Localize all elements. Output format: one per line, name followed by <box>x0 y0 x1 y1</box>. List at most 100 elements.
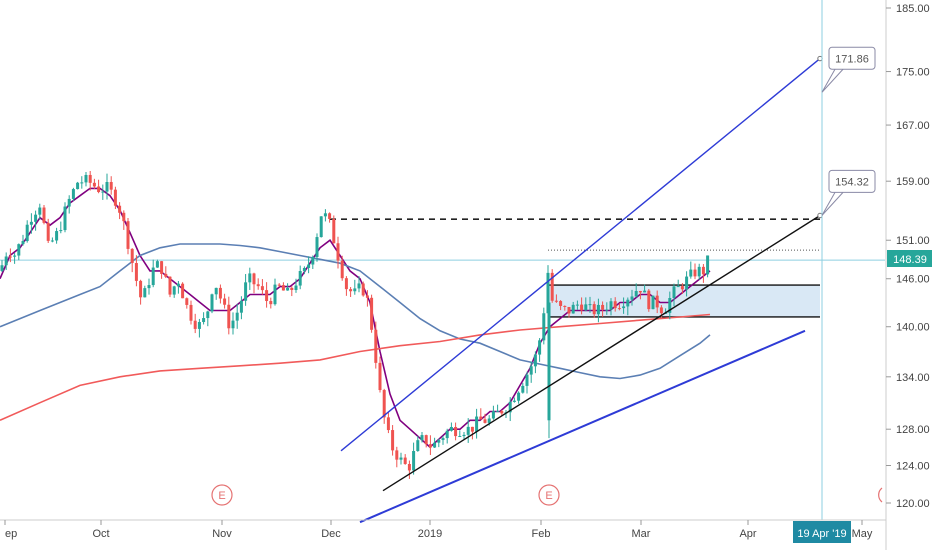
candle-body <box>693 269 697 277</box>
candle-body <box>273 284 277 305</box>
candle-body <box>475 416 479 432</box>
candle-body <box>294 285 298 291</box>
candle-body <box>462 434 466 437</box>
callout-box[interactable] <box>828 46 876 70</box>
candle-body <box>445 430 449 439</box>
candle-body <box>155 261 159 268</box>
callout-pointer <box>821 192 844 216</box>
candle-body <box>252 273 256 285</box>
moving-average-line <box>0 243 711 380</box>
candle-body <box>109 181 113 190</box>
candle-body <box>563 305 567 307</box>
time-tick-label: Apr <box>739 528 756 540</box>
candle-body <box>281 285 285 291</box>
candles <box>0 170 710 479</box>
callout-label: 154.32 <box>835 176 869 188</box>
candle-body <box>521 385 525 393</box>
candle-body <box>584 304 588 311</box>
candle-body <box>311 256 315 265</box>
candle-body <box>197 322 201 329</box>
candle-body <box>454 426 458 437</box>
time-axis[interactable]: ep Oct Nov Dec 2019 Feb Mar Apr May <box>4 520 873 540</box>
price-tick-label: 175.00 <box>896 67 930 79</box>
trend-line[interactable] <box>340 58 821 452</box>
candle-body <box>529 366 533 375</box>
price-callouts[interactable]: 171.86 154.32 <box>821 46 876 216</box>
candle-body <box>151 267 155 286</box>
candle-body <box>512 400 516 402</box>
earnings-marker-label: E <box>218 490 225 502</box>
candle-body <box>483 419 487 423</box>
candle-body <box>416 440 420 452</box>
price-tick-label: 128.00 <box>896 424 930 436</box>
candle-body <box>470 426 474 432</box>
candle-body <box>147 285 151 289</box>
candle-body <box>370 297 374 330</box>
time-tick-label: May <box>852 528 873 540</box>
candle-body <box>256 284 260 287</box>
earnings-marker[interactable] <box>211 484 233 506</box>
price-tick-label: 120.00 <box>896 498 930 510</box>
callout-box[interactable] <box>828 169 876 193</box>
moving-average-line <box>0 313 711 422</box>
candle-body <box>676 286 680 288</box>
candle-body <box>176 283 180 287</box>
candle-body <box>592 304 596 315</box>
candle-body <box>554 300 558 302</box>
trend-line[interactable] <box>359 329 806 524</box>
candle-body <box>533 354 537 367</box>
candle-body <box>547 302 551 421</box>
candle-body <box>567 306 571 314</box>
candle-body <box>626 299 630 307</box>
candle-body <box>92 182 96 187</box>
trend-lines[interactable] <box>340 55 823 524</box>
candle-body <box>697 266 701 277</box>
price-axis[interactable]: 185.00 175.00 167.00 159.00 151.00 146.00 140.… <box>886 3 930 510</box>
candle-body <box>25 224 29 242</box>
trend-line[interactable] <box>382 214 821 492</box>
candle-body <box>34 214 38 222</box>
candle-body <box>575 304 579 306</box>
earnings-marker[interactable] <box>538 484 560 506</box>
candle-body <box>580 304 584 311</box>
earnings-marker-partial <box>878 487 883 503</box>
candle-body <box>244 282 248 301</box>
candle-body <box>433 442 437 448</box>
candle-body <box>214 287 218 295</box>
candle-body <box>38 207 42 215</box>
candle-body <box>424 435 428 445</box>
candle-body <box>172 286 176 295</box>
candle-body <box>319 216 323 238</box>
candle-body <box>17 244 21 256</box>
candle-body <box>139 280 143 298</box>
candle-body <box>160 261 164 274</box>
candle-body <box>302 267 306 272</box>
candle-body <box>29 221 33 225</box>
price-tick-label: 185.00 <box>896 3 930 15</box>
candle-body <box>134 263 138 281</box>
candle-body <box>76 182 80 190</box>
candle-body <box>50 240 54 242</box>
candle-body <box>659 307 663 314</box>
candle-body <box>571 304 575 314</box>
candle-body <box>113 189 117 206</box>
candle-body <box>265 290 269 302</box>
candle-body <box>323 213 327 217</box>
candle-body <box>210 294 214 312</box>
candle-body <box>84 174 88 183</box>
candle-body <box>13 255 17 257</box>
candle-body <box>130 248 134 264</box>
current-price-label: 148.39 <box>893 254 927 266</box>
callout-label: 171.86 <box>835 53 869 65</box>
candle-body <box>143 288 147 298</box>
candle-body <box>206 311 210 319</box>
candle-body <box>399 457 403 460</box>
candle-body <box>638 291 642 293</box>
candle-body <box>487 418 491 423</box>
candle-body <box>588 304 592 306</box>
candle-body <box>617 308 621 310</box>
candle-body <box>491 411 495 419</box>
candle-body <box>315 237 319 257</box>
